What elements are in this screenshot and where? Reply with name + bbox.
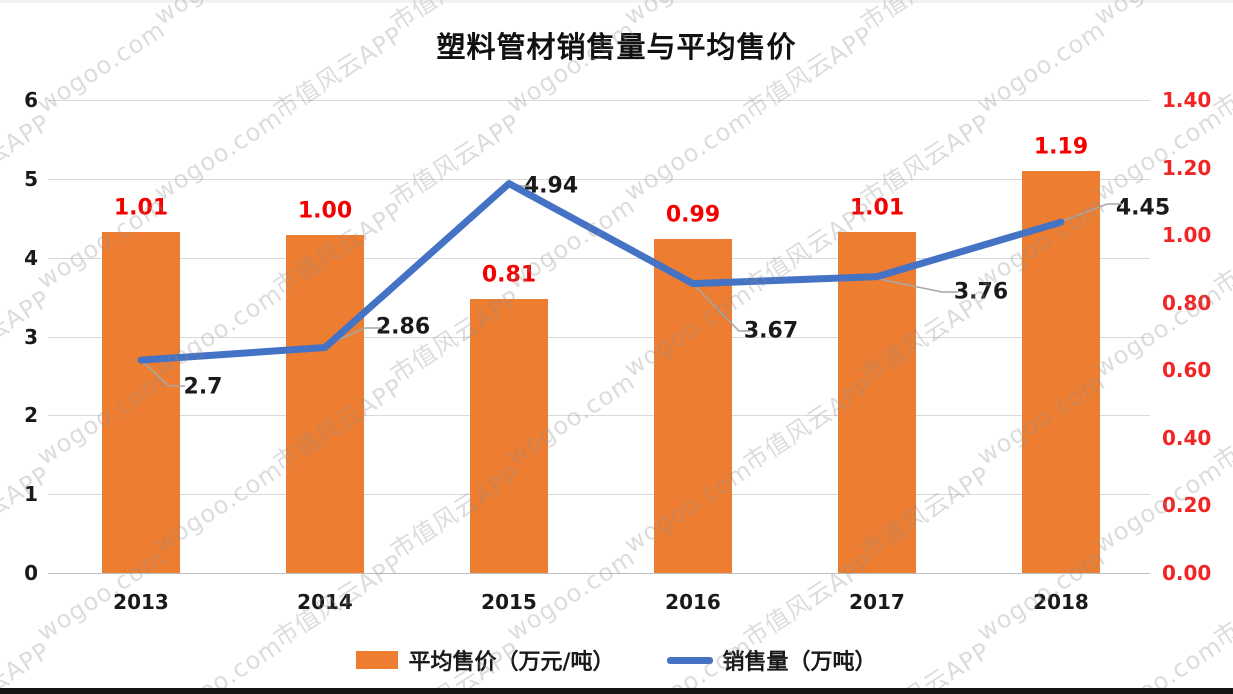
bar-data-label: 1.01	[849, 195, 905, 221]
left-axis-tick: 3	[24, 324, 38, 349]
gridline	[48, 178, 1150, 180]
bar-2017	[838, 231, 916, 573]
bar-data-label: 1.00	[297, 198, 353, 224]
watermark-text: 市值风云APP	[1208, 548, 1233, 653]
bar-data-label: 1.01	[113, 195, 169, 221]
gridline	[48, 573, 1150, 574]
right-axis-tick: 0.60	[1162, 358, 1212, 383]
legend-label: 销售量（万吨）	[722, 650, 877, 675]
right-axis-tick: 1.00	[1162, 223, 1212, 248]
watermark-text: 市值风云APP	[0, 460, 56, 565]
x-axis-label: 2016	[665, 590, 721, 614]
gridline	[48, 100, 1150, 101]
bar-data-label: 0.99	[665, 202, 721, 228]
left-axis-tick: 0	[24, 561, 38, 585]
left-axis-tick: 1	[24, 482, 38, 507]
top-edge-line	[0, 0, 1233, 3]
line-swatch-icon	[666, 656, 713, 664]
legend-item-avg-price: 平均售价（万元/吨）	[356, 644, 615, 676]
bar-2014	[286, 235, 364, 573]
x-axis-label: 2014	[297, 590, 353, 614]
watermark-text: wogoo.com	[149, 103, 288, 207]
right-axis-tick: 0.80	[1162, 290, 1212, 315]
right-axis-tick: 1.40	[1162, 88, 1212, 112]
bar-data-label: 1.19	[1033, 134, 1089, 160]
gridline	[48, 415, 1150, 417]
left-axis-tick: 2	[24, 403, 38, 428]
left-axis-tick: 5	[24, 166, 38, 191]
legend-label: 平均售价（万元/吨）	[408, 650, 615, 675]
line-data-label: 2.86	[375, 314, 431, 340]
gridline	[48, 336, 1150, 338]
left-axis-tick: 6	[24, 88, 38, 112]
chart-title: 塑料管材销售量与平均售价	[436, 30, 797, 64]
line-data-label: 4.45	[1115, 195, 1171, 221]
left-axis-tick: 4	[24, 245, 38, 270]
gridline	[48, 494, 1150, 496]
x-axis-label: 2015	[481, 590, 537, 614]
gridline	[48, 257, 1150, 259]
right-axis-tick: 0.20	[1162, 493, 1212, 518]
sales-volume-line	[137, 180, 1065, 364]
legend-item-sales-volume: 销售量（万吨）	[666, 644, 877, 676]
x-axis-label: 2018	[1033, 590, 1089, 614]
legend: 平均售价（万元/吨） 销售量（万吨）	[0, 644, 1233, 676]
x-axis-label: 2013	[113, 590, 169, 614]
bottom-edge-bar	[0, 688, 1233, 694]
watermark-text: 市值风云APP	[385, 108, 526, 213]
right-axis-tick: 1.20	[1162, 155, 1212, 180]
bar-2013	[102, 231, 180, 573]
bar-2015	[470, 299, 548, 573]
watermark-text: wogoo.com	[619, 103, 758, 207]
line-data-label: 3.76	[953, 279, 1009, 305]
right-axis-tick: 0.00	[1162, 561, 1212, 585]
x-axis-label: 2017	[849, 590, 905, 614]
bar-data-label: 0.81	[481, 262, 537, 288]
line-data-label: 3.67	[743, 318, 799, 344]
watermark-text: 市值风云APP	[1208, 372, 1233, 477]
right-axis-tick: 0.40	[1162, 425, 1212, 450]
bar-2016	[654, 238, 732, 573]
watermark-text: 市值风云APP	[0, 108, 56, 213]
line-data-label: 2.7	[183, 374, 223, 400]
bar-2018	[1022, 170, 1100, 573]
line-data-label: 4.94	[523, 173, 579, 199]
bar-swatch-icon	[356, 651, 399, 669]
